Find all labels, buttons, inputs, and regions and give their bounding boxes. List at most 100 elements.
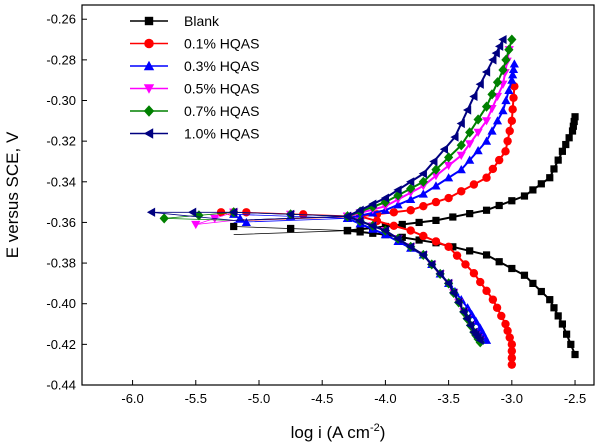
data-point	[444, 242, 453, 252]
x-axis-ticks: -6.0 -5.5 -5.0 -4.5 -4.0 -3.5 -3.0 -2.5	[121, 380, 586, 406]
y-tick-label: -0.38	[46, 256, 76, 271]
data-point	[498, 64, 508, 76]
data-point	[465, 127, 475, 138]
data-point	[492, 116, 503, 125]
legend-item: 0.3% HQAS	[130, 58, 259, 74]
x-tick-label: -4.5	[311, 391, 333, 406]
data-point	[487, 126, 497, 135]
data-point	[462, 314, 471, 324]
legend-item: Blank	[130, 13, 220, 29]
data-point	[504, 85, 514, 94]
data-point	[568, 127, 577, 135]
legend-label: 0.5% HQAS	[184, 81, 259, 97]
data-point	[520, 192, 529, 200]
data-point	[355, 216, 364, 226]
data-point	[465, 155, 475, 164]
y-tick-label: -0.32	[46, 134, 76, 149]
data-point	[571, 113, 579, 121]
x-axis-title-end: )	[380, 423, 386, 442]
data-point	[488, 295, 498, 304]
series-tail	[151, 211, 348, 221]
data-point	[356, 228, 364, 236]
data-point	[191, 220, 201, 230]
data-point	[342, 211, 352, 221]
data-point	[529, 279, 537, 287]
legend-marker	[144, 16, 154, 26]
data-point	[473, 114, 483, 125]
data-point	[393, 200, 403, 209]
data-point	[229, 207, 238, 217]
legend: Blank 0.1% HQAS 0.3% HQAS 0.5% HQAS 0.7% HQA…	[130, 13, 259, 142]
data-point	[475, 79, 484, 89]
data-point	[481, 67, 491, 77]
data-point	[473, 146, 483, 155]
data-point	[431, 164, 441, 175]
data-point	[418, 176, 428, 187]
series-line	[347, 39, 504, 218]
data-point	[492, 303, 502, 312]
data-point	[473, 128, 483, 137]
data-point	[369, 229, 377, 237]
data-point	[550, 304, 558, 312]
data-point	[487, 89, 497, 100]
y-tick-label: -0.28	[46, 52, 76, 67]
y-tick-label: -0.34	[46, 174, 76, 189]
data-point	[444, 152, 454, 163]
data-point	[498, 34, 507, 45]
data-point	[439, 144, 449, 154]
data-point	[546, 174, 554, 182]
legend-item: 0.1% HQAS	[130, 36, 259, 52]
data-point	[570, 117, 578, 126]
data-point	[146, 207, 156, 217]
x-tick-label: -5.0	[248, 391, 270, 406]
legend-label: 0.7% HQAS	[184, 103, 259, 119]
data-point	[456, 118, 465, 129]
data-point	[418, 169, 427, 179]
series-line	[347, 215, 481, 341]
legend-label: Blank	[184, 13, 220, 29]
data-point	[444, 278, 453, 288]
data-point	[465, 140, 475, 149]
data-point	[475, 335, 484, 345]
data-point	[368, 221, 377, 231]
data-point	[501, 147, 510, 156]
data-point	[501, 54, 511, 65]
y-axis-title: E versus SCE, V	[3, 131, 22, 258]
y-tick-label: -0.40	[46, 296, 76, 311]
data-point	[507, 346, 517, 356]
data-point	[380, 225, 390, 236]
data-point	[504, 44, 514, 55]
legend-marker	[143, 60, 155, 71]
data-point	[406, 177, 415, 187]
data-point	[507, 75, 517, 84]
x-tick-label: -3.0	[501, 391, 523, 406]
data-point	[435, 269, 444, 279]
data-point	[432, 216, 440, 225]
data-point	[507, 353, 517, 363]
data-point	[461, 260, 470, 269]
data-point	[492, 77, 503, 88]
series-line	[347, 215, 482, 343]
data-point	[159, 213, 169, 224]
data-point	[286, 224, 295, 233]
data-point	[507, 34, 517, 45]
data-point	[406, 194, 416, 204]
data-point	[571, 350, 579, 359]
data-point	[406, 183, 416, 194]
data-point	[456, 151, 466, 160]
data-point	[508, 105, 517, 114]
data-point	[509, 59, 519, 68]
data-point	[508, 70, 518, 79]
data-point	[431, 237, 441, 246]
y-axis-ticks: -0.26 -0.28 -0.30 -0.32 -0.34 -0.36 -0.38 -0.40…	[46, 12, 87, 393]
plot-area: -6.0 -5.5 -5.0 -4.5 -4.0 -3.5 -3.0 -2.5 -0.26-0…	[46, 4, 595, 406]
data-point	[482, 251, 491, 259]
data-point	[427, 259, 436, 270]
data-point	[406, 242, 415, 252]
data-point	[431, 197, 441, 207]
data-point	[389, 208, 399, 217]
x-tick-label: -5.5	[185, 391, 207, 406]
series-line	[347, 215, 481, 341]
data-point	[469, 180, 479, 189]
